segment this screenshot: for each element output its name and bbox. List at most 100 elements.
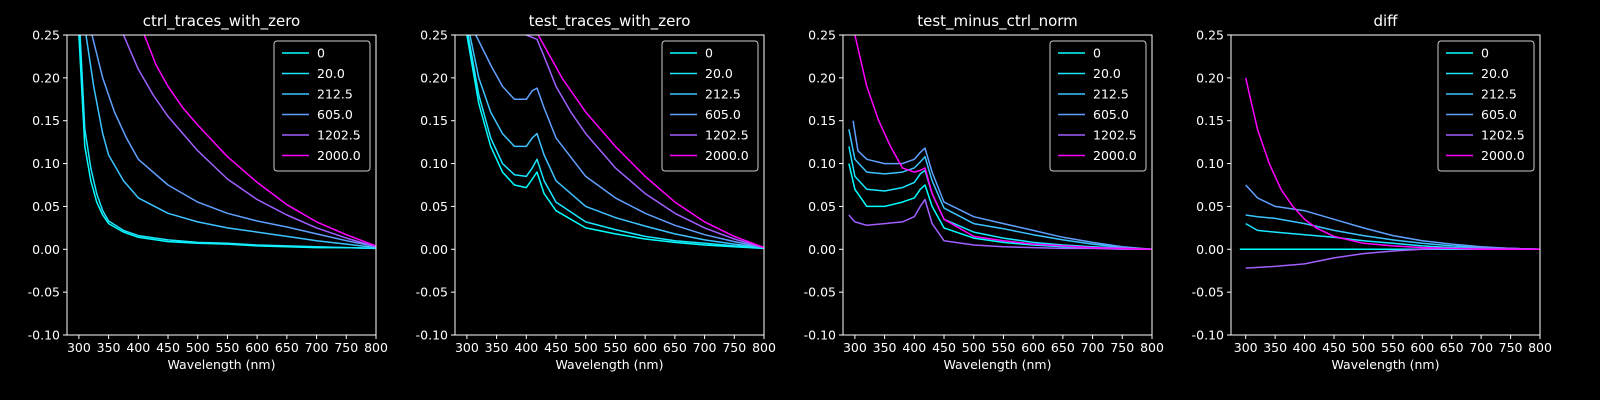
legend-entry: 605.0	[705, 107, 741, 122]
legend-entry: 212.5	[1093, 87, 1129, 102]
series-line-212.5	[469, 35, 764, 249]
y-tick-label: 0.05	[808, 199, 836, 214]
legend-entry: 1202.5	[317, 128, 361, 143]
series-line-1202.5	[526, 35, 764, 249]
x-tick-label: 700	[1469, 340, 1493, 355]
legend-entry: 20.0	[317, 66, 345, 81]
axes-frame	[454, 34, 765, 336]
legend-entry: 20.0	[1481, 66, 1509, 81]
x-tick-label: 650	[275, 340, 299, 355]
x-tick-label: 500	[574, 340, 598, 355]
y-tick-label: -0.05	[1192, 285, 1224, 300]
series-line-1202.5	[122, 35, 376, 248]
y-tick-label: 0.25	[1196, 28, 1224, 43]
series-line-1202.5	[1245, 247, 1540, 269]
y-tick-label: 0.00	[1196, 242, 1224, 257]
x-tick-label: 300	[1234, 340, 1258, 355]
x-tick-label: 600	[1021, 340, 1045, 355]
y-tick-label: 0.00	[420, 242, 448, 257]
y-tick-label: -0.05	[804, 285, 836, 300]
x-tick-label: 550	[992, 340, 1016, 355]
legend-entry: 212.5	[317, 87, 353, 102]
legend: 0 20.0 212.5 605.0 1202.5 2000.0	[273, 40, 371, 172]
y-tick-label: 0.20	[420, 70, 448, 85]
legend: 0 20.0 212.5 605.0 1202.5 2000.0	[1437, 40, 1535, 172]
series-line-20.0	[79, 35, 376, 250]
legend-entry: 605.0	[1481, 107, 1517, 122]
chart-title: test_minus_ctrl_norm	[917, 12, 1078, 31]
chart-4: 300 350 400 450 500 550 600 650 700 750 800 -0.10 -0…	[1192, 12, 1552, 372]
x-tick-label: 350	[97, 340, 121, 355]
x-tick-label: 750	[1499, 340, 1523, 355]
x-axis-label: Wavelength (nm)	[944, 357, 1052, 372]
y-tick-label: -0.10	[804, 328, 836, 343]
legend-entry: 1202.5	[705, 128, 749, 143]
legend-entry: 1202.5	[1093, 128, 1137, 143]
legend-entry: 20.0	[1093, 66, 1121, 81]
legend-entry: 0	[705, 46, 713, 61]
legend-entry: 0	[1481, 46, 1489, 61]
series-line-1202.5	[848, 198, 1152, 251]
y-tick-label: 0.10	[420, 156, 448, 171]
y-tick-label: 0.10	[1196, 156, 1224, 171]
x-tick-label: 700	[1081, 340, 1105, 355]
series-line-0	[466, 35, 764, 250]
y-tick-label: 0.10	[32, 156, 60, 171]
x-axis-label: Wavelength (nm)	[556, 357, 664, 372]
legend-entry: 605.0	[1093, 107, 1129, 122]
x-tick-label: 400	[514, 340, 538, 355]
chart-title: diff	[1373, 12, 1398, 30]
series-line-2000.0	[143, 35, 376, 247]
chart-title: test_traces_with_zero	[529, 12, 691, 31]
legend: 0 20.0 212.5 605.0 1202.5 2000.0	[661, 40, 759, 172]
x-tick-label: 550	[1381, 340, 1405, 355]
y-tick-label: 0.25	[32, 28, 60, 43]
x-axis-label: Wavelength (nm)	[168, 357, 276, 372]
y-tick-label: -0.10	[1192, 328, 1224, 343]
series-line-212.5	[848, 129, 1152, 251]
series-line-605.0	[91, 35, 376, 248]
series-line-2000.0	[1244, 77, 1540, 251]
series-line-2000.0	[537, 35, 764, 249]
series-group	[466, 35, 764, 250]
y-tick-label: 0.20	[32, 70, 60, 85]
series-line-605.0	[1245, 184, 1540, 251]
chart-1: 300 350 400 450 500 550 600 650 700 750 800 -0.10 -0…	[28, 12, 388, 372]
x-tick-label: 550	[604, 340, 628, 355]
x-tick-label: 450	[932, 340, 956, 355]
x-tick-label: 800	[1140, 340, 1164, 355]
legend-entry: 0	[317, 46, 325, 61]
x-tick-label: 650	[663, 340, 687, 355]
x-tick-label: 800	[1528, 340, 1552, 355]
legend-entry: 0	[1093, 46, 1101, 61]
y-tick-label: 0.05	[1196, 199, 1224, 214]
x-tick-label: 300	[455, 340, 479, 355]
legend-entry: 212.5	[705, 87, 741, 102]
legend-entry: 1202.5	[1481, 128, 1525, 143]
x-tick-label: 500	[186, 340, 210, 355]
x-tick-label: 500	[1351, 340, 1375, 355]
series-line-20.0	[467, 35, 764, 249]
chart-3: 300 350 400 450 500 550 600 650 700 750 800 -0.10 -0…	[804, 12, 1164, 372]
axes-frame	[1230, 34, 1541, 336]
x-tick-label: 300	[843, 340, 867, 355]
y-tick-label: -0.10	[28, 328, 60, 343]
y-tick-label: -0.05	[28, 285, 60, 300]
x-axis-label: Wavelength (nm)	[1332, 357, 1440, 372]
x-tick-label: 650	[1440, 340, 1464, 355]
series-group	[78, 35, 376, 250]
y-tick-label: 0.10	[808, 156, 836, 171]
legend-entry: 20.0	[705, 66, 733, 81]
x-tick-label: 800	[364, 340, 388, 355]
y-tick-label: 0.15	[808, 113, 836, 128]
x-tick-label: 600	[245, 340, 269, 355]
legend: 0 20.0 212.5 605.0 1202.5 2000.0	[1049, 40, 1147, 172]
y-tick-label: 0.20	[808, 70, 836, 85]
y-tick-label: 0.20	[1196, 70, 1224, 85]
x-tick-label: 750	[1110, 340, 1134, 355]
x-tick-label: 750	[334, 340, 358, 355]
series-group	[848, 35, 1152, 251]
y-tick-label: 0.15	[32, 113, 60, 128]
